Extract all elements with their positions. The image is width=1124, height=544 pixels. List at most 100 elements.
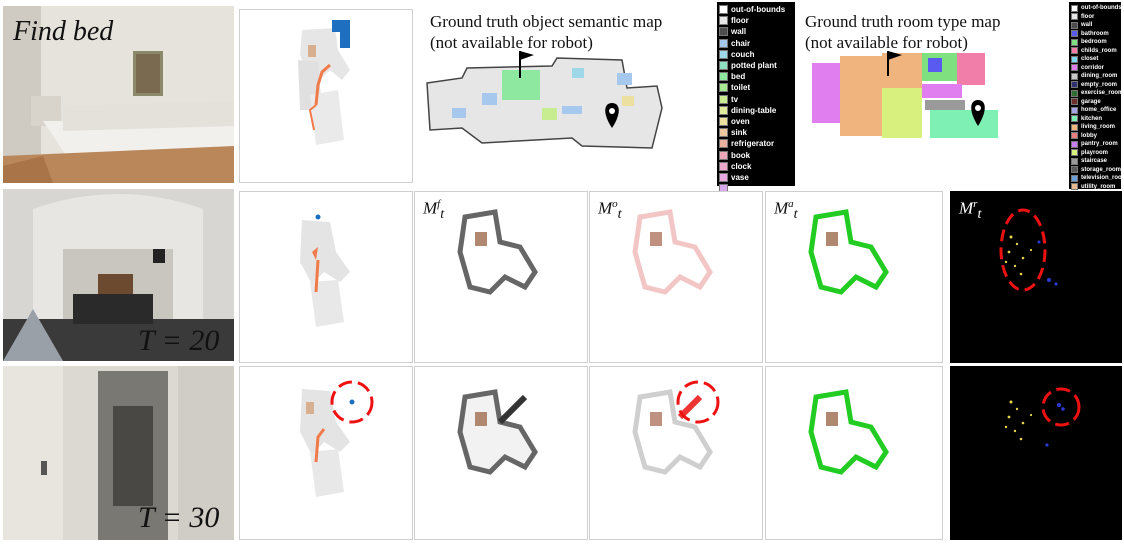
legend-swatch — [1071, 72, 1078, 80]
room-legend-item: closet — [1071, 55, 1119, 64]
object-map-t20: Mot — [589, 191, 763, 363]
legend-swatch — [719, 150, 728, 160]
legend-swatch — [719, 94, 728, 104]
legend-swatch — [1071, 89, 1078, 97]
legend-label: cup — [731, 184, 746, 194]
semantic-map-t30 — [239, 366, 413, 540]
legend-label: closet — [1081, 56, 1099, 63]
object-legend-item: couch — [719, 49, 793, 60]
legend-label: dining-table — [731, 105, 777, 115]
goal-marker — [349, 399, 355, 405]
legend-swatch — [1071, 13, 1078, 21]
legend-label: storage_room — [1081, 166, 1122, 173]
semantic-map-start — [239, 9, 413, 183]
legend-swatch — [1071, 149, 1078, 157]
room-legend-item: pantry_room — [1071, 140, 1119, 149]
frontier-map-label: Mft — [423, 198, 445, 223]
legend-swatch — [1071, 174, 1078, 182]
legend-swatch — [1071, 30, 1078, 38]
legend-swatch — [719, 16, 728, 26]
object-legend-item: oven — [719, 116, 793, 127]
goal-flag-icon — [520, 51, 534, 60]
room-legend-item: out-of-bounds — [1071, 4, 1122, 13]
goal-flag-icon — [888, 51, 902, 60]
legend-label: bathroom — [1081, 30, 1109, 37]
legend-swatch — [1071, 106, 1078, 114]
legend-label: wall — [731, 27, 747, 37]
legend-label: clock — [731, 161, 752, 171]
gt-room-map-title-line2: (not available for robot) — [805, 33, 968, 52]
room-legend-item: garage — [1071, 98, 1119, 107]
rgb-observation-start: Find bed — [3, 6, 234, 183]
legend-label: living_room — [1081, 124, 1116, 131]
trajectory-line — [314, 63, 331, 106]
room-legend-item: empty_room — [1071, 81, 1119, 90]
legend-label: toilet — [731, 83, 751, 93]
room-legend-item: wall — [1071, 21, 1119, 30]
object-legend-item: book — [719, 149, 793, 160]
highlight-circle — [1041, 387, 1081, 427]
room-legend-item: staircase — [1071, 157, 1119, 166]
legend-label: potted plant — [731, 61, 777, 71]
agent-map-label: Mat — [774, 198, 798, 223]
legend-swatch — [1071, 4, 1078, 12]
legend-swatch — [719, 72, 728, 82]
legend-label: garage — [1081, 98, 1101, 105]
task-caption: Find bed — [13, 16, 114, 47]
legend-label: pantry_room — [1081, 141, 1118, 148]
legend-swatch — [719, 116, 728, 126]
legend-label: wall — [1081, 22, 1093, 29]
legend-swatch — [719, 128, 728, 138]
goal-marker — [315, 214, 321, 220]
object-map-t30 — [589, 366, 763, 540]
step-label-t20: T = 20 — [138, 324, 220, 357]
legend-label: lobby — [1081, 132, 1097, 139]
location-pin-icon — [971, 100, 985, 126]
legend-label: oven — [731, 116, 750, 126]
legend-swatch — [1071, 55, 1078, 63]
legend-swatch — [719, 27, 728, 37]
room-legend-item: television_room — [1071, 174, 1124, 183]
legend-label: dining_room — [1081, 73, 1118, 80]
highlight-circle — [999, 208, 1047, 292]
legend-label: kitchen — [1081, 115, 1103, 122]
legend-swatch — [1071, 64, 1078, 72]
legend-swatch — [1071, 123, 1078, 131]
gt-room-map — [810, 48, 1035, 158]
legend-label: couch — [731, 49, 755, 59]
legend-swatch — [1071, 115, 1078, 123]
bedroom-photo-drawing — [3, 6, 234, 183]
legend-label: bed — [731, 72, 746, 82]
legend-swatch — [719, 5, 728, 15]
rgb-observation-t30: T = 30 — [3, 366, 234, 540]
gt-room-map-title-line1: Ground truth room type map — [805, 12, 1001, 31]
legend-swatch — [719, 61, 728, 71]
legend-swatch — [1071, 157, 1078, 165]
gt-object-map-legend: out-of-bounds floor wall chair couch potted p… — [717, 2, 795, 194]
gt-object-map-title: Ground truth object semantic map (not av… — [430, 11, 662, 53]
legend-label: home_office — [1081, 107, 1117, 114]
legend-label: television_room — [1081, 175, 1124, 182]
legend-label: empty_room — [1081, 81, 1118, 88]
trajectory-line — [314, 428, 326, 463]
room-legend-item: playroom — [1071, 149, 1119, 158]
legend-label: corridor — [1081, 64, 1105, 71]
gt-object-map — [422, 48, 712, 158]
gt-object-map-title-line1: Ground truth object semantic map — [430, 12, 663, 31]
legend-label: out-of-bounds — [1081, 5, 1122, 12]
room-legend-item: living_room — [1071, 123, 1119, 132]
legend-label: book — [731, 150, 751, 160]
legend-swatch — [1071, 47, 1078, 55]
frontier-outline — [457, 209, 538, 295]
legend-swatch — [719, 105, 728, 115]
legend-label: exercise_room — [1081, 90, 1124, 97]
room-legend-item: exercise_room — [1071, 89, 1123, 98]
room-map-label: Mrt — [959, 198, 982, 223]
room-legend-item: utility_room — [1071, 183, 1119, 192]
room-legend-item: corridor — [1071, 64, 1119, 73]
object-legend-item: potted plant — [719, 60, 793, 71]
room-legend-item: dining_room — [1071, 72, 1119, 81]
legend-swatch — [719, 49, 728, 59]
room-legend-item: lobby — [1071, 132, 1119, 141]
legend-label: bedroom — [1081, 39, 1107, 46]
